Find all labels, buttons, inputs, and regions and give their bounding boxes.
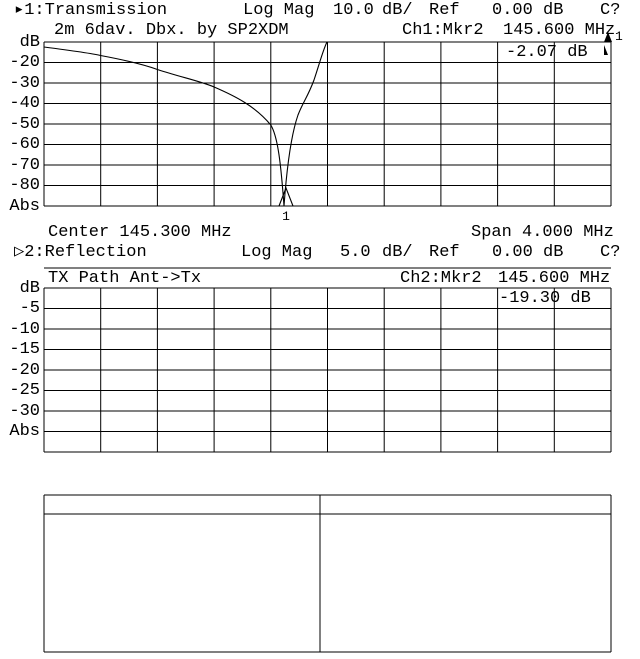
svg-text:1: 1 <box>615 29 623 44</box>
svg-text:1: 1 <box>282 209 290 224</box>
